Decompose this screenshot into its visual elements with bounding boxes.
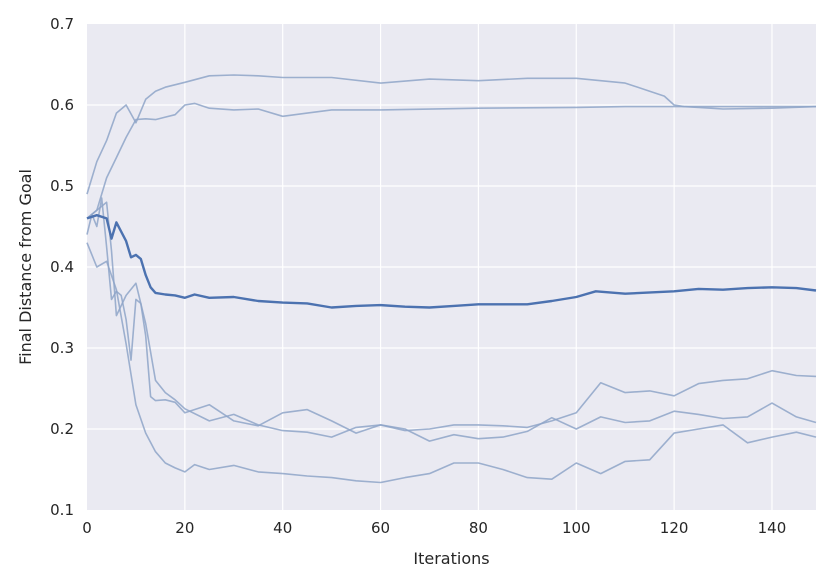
series-layer	[86, 74, 817, 484]
y-tick-label: 0.4	[50, 258, 74, 276]
run-series-line-3	[86, 197, 817, 434]
x-tick-label: 100	[562, 519, 591, 537]
x-tick-label: 40	[273, 519, 292, 537]
mean-series-line	[86, 213, 817, 309]
x-axis-label: Iterations	[413, 549, 489, 568]
y-axis-label: Final Distance from Goal	[16, 169, 35, 365]
x-tick-label: 20	[175, 519, 194, 537]
run-series-line-1	[86, 74, 817, 195]
x-tick-label: 0	[82, 519, 92, 537]
run-series-line-5	[86, 242, 817, 484]
x-tick-label: 80	[469, 519, 488, 537]
y-tick-label: 0.5	[50, 177, 74, 195]
y-tick-label: 0.2	[50, 420, 74, 438]
y-tick-label: 0.7	[50, 15, 74, 33]
y-tick-label: 0.6	[50, 96, 74, 114]
run-series-line-2	[86, 102, 816, 220]
x-tick-label: 120	[660, 519, 689, 537]
run-series-line-4	[86, 201, 817, 442]
y-tick-label: 0.1	[50, 501, 74, 519]
x-axis-ticks: 0 20 40 60 80 100 120 140	[82, 519, 786, 537]
y-axis-ticks: 0.1 0.2 0.3 0.4 0.5 0.6 0.7	[50, 15, 74, 519]
x-tick-label: 140	[758, 519, 787, 537]
gridlines	[87, 24, 816, 510]
x-tick-label: 60	[371, 519, 390, 537]
y-tick-label: 0.3	[50, 339, 74, 357]
